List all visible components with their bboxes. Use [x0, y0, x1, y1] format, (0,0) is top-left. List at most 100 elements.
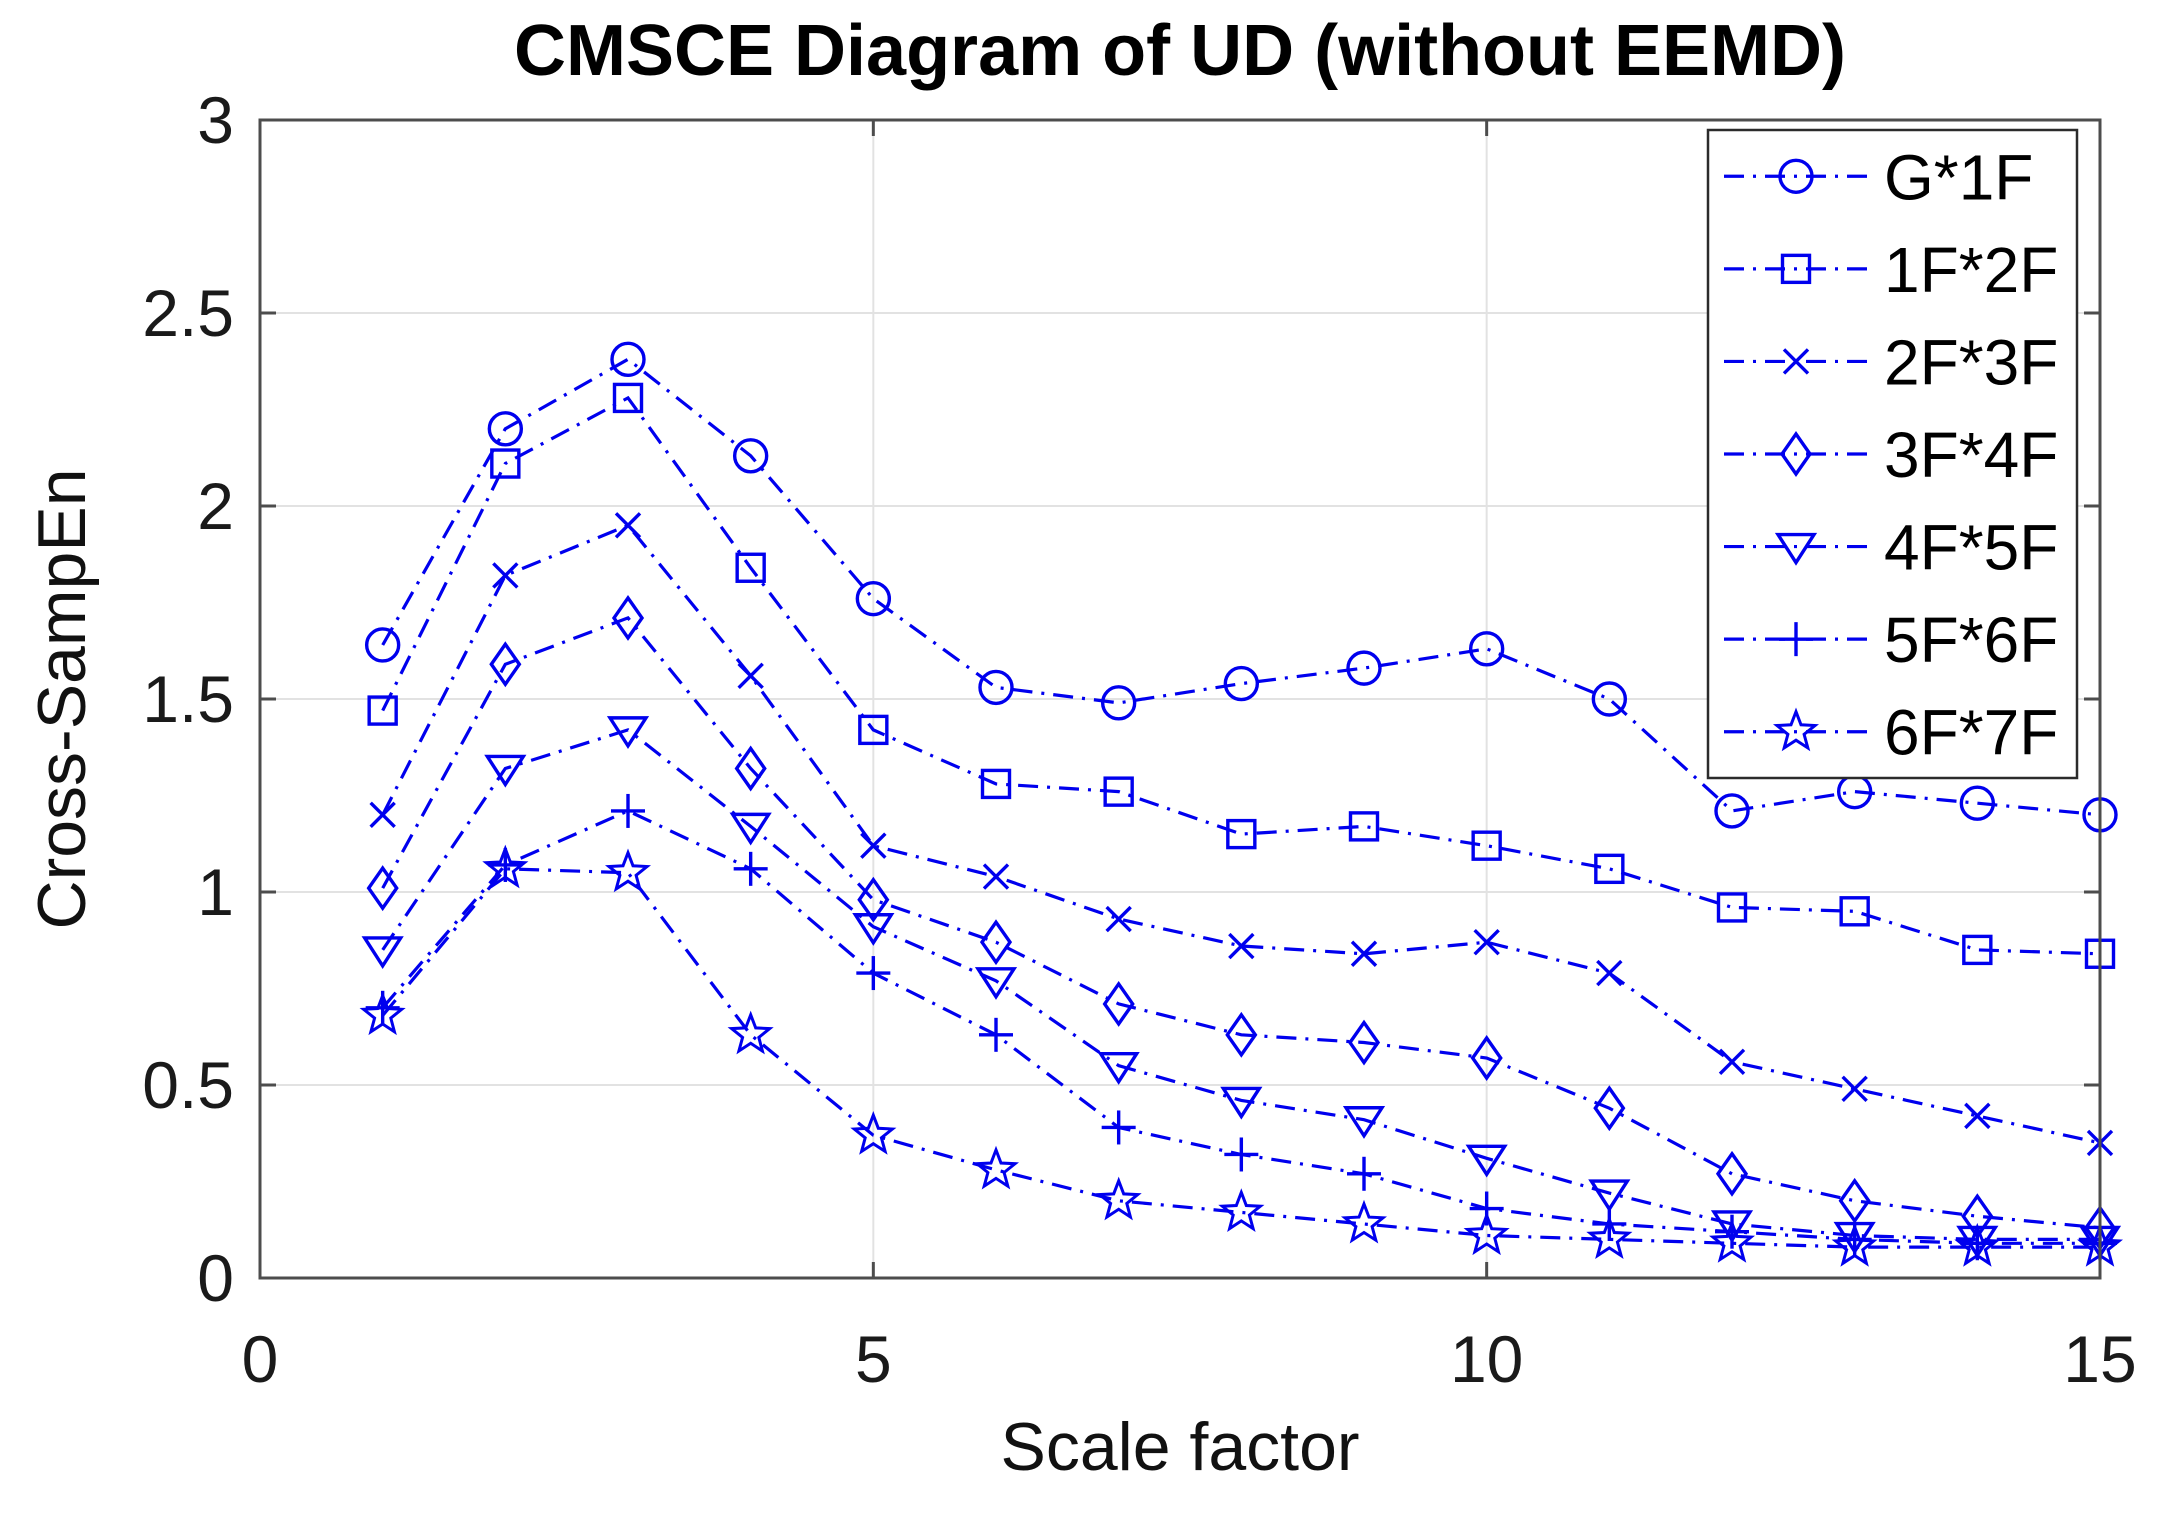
marker-circle — [978, 669, 1014, 706]
marker-square — [1780, 253, 1812, 285]
marker-x — [1841, 1075, 1868, 1103]
y-tick-label: 0 — [197, 1241, 234, 1315]
marker-triangle-down — [729, 812, 772, 846]
marker-star — [1463, 1211, 1510, 1256]
legend-label-5f-6f: 5F*6F — [1884, 604, 2058, 676]
marker-star — [1586, 1215, 1633, 1260]
marker-x — [860, 832, 887, 859]
marker-diamond — [1838, 1177, 1871, 1224]
marker-x — [1596, 959, 1623, 987]
marker-square — [1962, 934, 1993, 966]
marker-square — [1348, 811, 1380, 842]
legend-label-3f-4f: 3F*4F — [1884, 419, 2058, 491]
marker-circle — [1100, 685, 1137, 721]
marker-diamond — [1593, 1085, 1626, 1132]
marker-diamond — [1715, 1150, 1749, 1197]
legend-label-1f-2f: 1F*2F — [1884, 234, 2058, 306]
marker-square — [1226, 818, 1257, 850]
marker-square — [1839, 896, 1870, 927]
marker-x — [1782, 348, 1810, 375]
marker-square — [735, 552, 766, 583]
y-tick-label: 1 — [197, 855, 234, 929]
marker-circle — [1959, 785, 1996, 821]
marker-star — [359, 991, 406, 1036]
marker-circle — [1591, 681, 1628, 717]
marker-x — [614, 512, 642, 539]
y-tick-label: 2.5 — [142, 276, 234, 350]
marker-diamond — [611, 594, 645, 641]
x-axis-label: Scale factor — [1000, 1409, 1360, 1485]
marker-x — [982, 863, 1010, 890]
legend-label-g-1f: G*1F — [1884, 141, 2033, 213]
series-line-2f-3f — [381, 523, 2101, 1145]
marker-star — [482, 844, 529, 889]
marker-circle — [732, 438, 769, 474]
y-tick-label: 2 — [197, 469, 234, 543]
marker-x — [1964, 1102, 1991, 1130]
legend-label-6f-7f: 6F*7F — [1884, 697, 2058, 769]
marker-star — [1831, 1222, 1878, 1267]
marker-triangle-down — [1220, 1086, 1263, 1120]
y-tick-label: 0.5 — [142, 1048, 234, 1122]
y-tick-label: 1.5 — [142, 662, 234, 736]
marker-x — [1228, 932, 1255, 960]
marker-circle — [1223, 665, 1260, 702]
marker-triangle-down — [1588, 1179, 1631, 1213]
marker-circle — [487, 411, 524, 447]
marker-star — [1772, 707, 1820, 752]
marker-star — [850, 1110, 897, 1155]
y-tick-label: 3 — [197, 83, 234, 157]
marker-square — [1594, 853, 1625, 885]
marker-triangle-down — [1465, 1144, 1508, 1178]
marker-x — [737, 662, 764, 690]
marker-triangle-down — [852, 913, 895, 946]
marker-triangle-down — [1774, 532, 1818, 566]
legend-label-4f-5f: 4F*5F — [1884, 512, 2058, 584]
marker-x — [1473, 928, 1500, 956]
marker-square — [612, 382, 644, 414]
marker-star — [604, 848, 652, 893]
series-line-3f-4f — [381, 615, 2101, 1230]
x-tick-label: 0 — [242, 1322, 279, 1396]
marker-square — [858, 714, 889, 746]
marker-star — [1218, 1188, 1265, 1233]
marker-square — [1716, 892, 1748, 923]
marker-circle — [1468, 631, 1505, 667]
marker-triangle-down — [1097, 1051, 1140, 1085]
marker-star — [1340, 1199, 1388, 1244]
marker-x — [492, 562, 519, 589]
marker-diamond — [1470, 1035, 1503, 1081]
marker-x — [1718, 1048, 1746, 1076]
x-tick-label: 15 — [2063, 1322, 2136, 1396]
chart-title: CMSCE Diagram of UD (without EEMD) — [514, 11, 1846, 91]
marker-circle — [1346, 650, 1382, 686]
marker-triangle-down — [606, 716, 650, 750]
marker-star — [972, 1145, 1020, 1190]
marker-diamond — [1102, 980, 1135, 1027]
marker-star — [1954, 1222, 2001, 1267]
marker-circle — [1778, 158, 1814, 194]
marker-diamond — [979, 919, 1013, 966]
marker-triangle-down — [1342, 1106, 1386, 1139]
marker-square — [980, 768, 1012, 800]
series-line-g-1f — [381, 357, 2101, 817]
x-tick-label: 10 — [1450, 1322, 1523, 1396]
marker-triangle-down — [484, 754, 527, 788]
marker-square — [1471, 830, 1502, 861]
marker-x — [1350, 940, 1378, 967]
marker-triangle-down — [361, 936, 404, 970]
marker-triangle-down — [1710, 1210, 1754, 1244]
series-line-6f-7f — [381, 867, 2100, 1249]
marker-diamond — [1225, 1011, 1258, 1058]
marker-circle — [610, 341, 646, 378]
series-line-4f-5f — [381, 728, 2100, 1242]
marker-triangle-down — [974, 967, 1018, 1000]
marker-circle — [1714, 793, 1750, 829]
x-tick-label: 5 — [855, 1322, 892, 1396]
marker-diamond — [1779, 431, 1813, 477]
marker-diamond — [1347, 1019, 1381, 1066]
marker-diamond — [734, 745, 767, 792]
marker-diamond — [857, 876, 890, 923]
